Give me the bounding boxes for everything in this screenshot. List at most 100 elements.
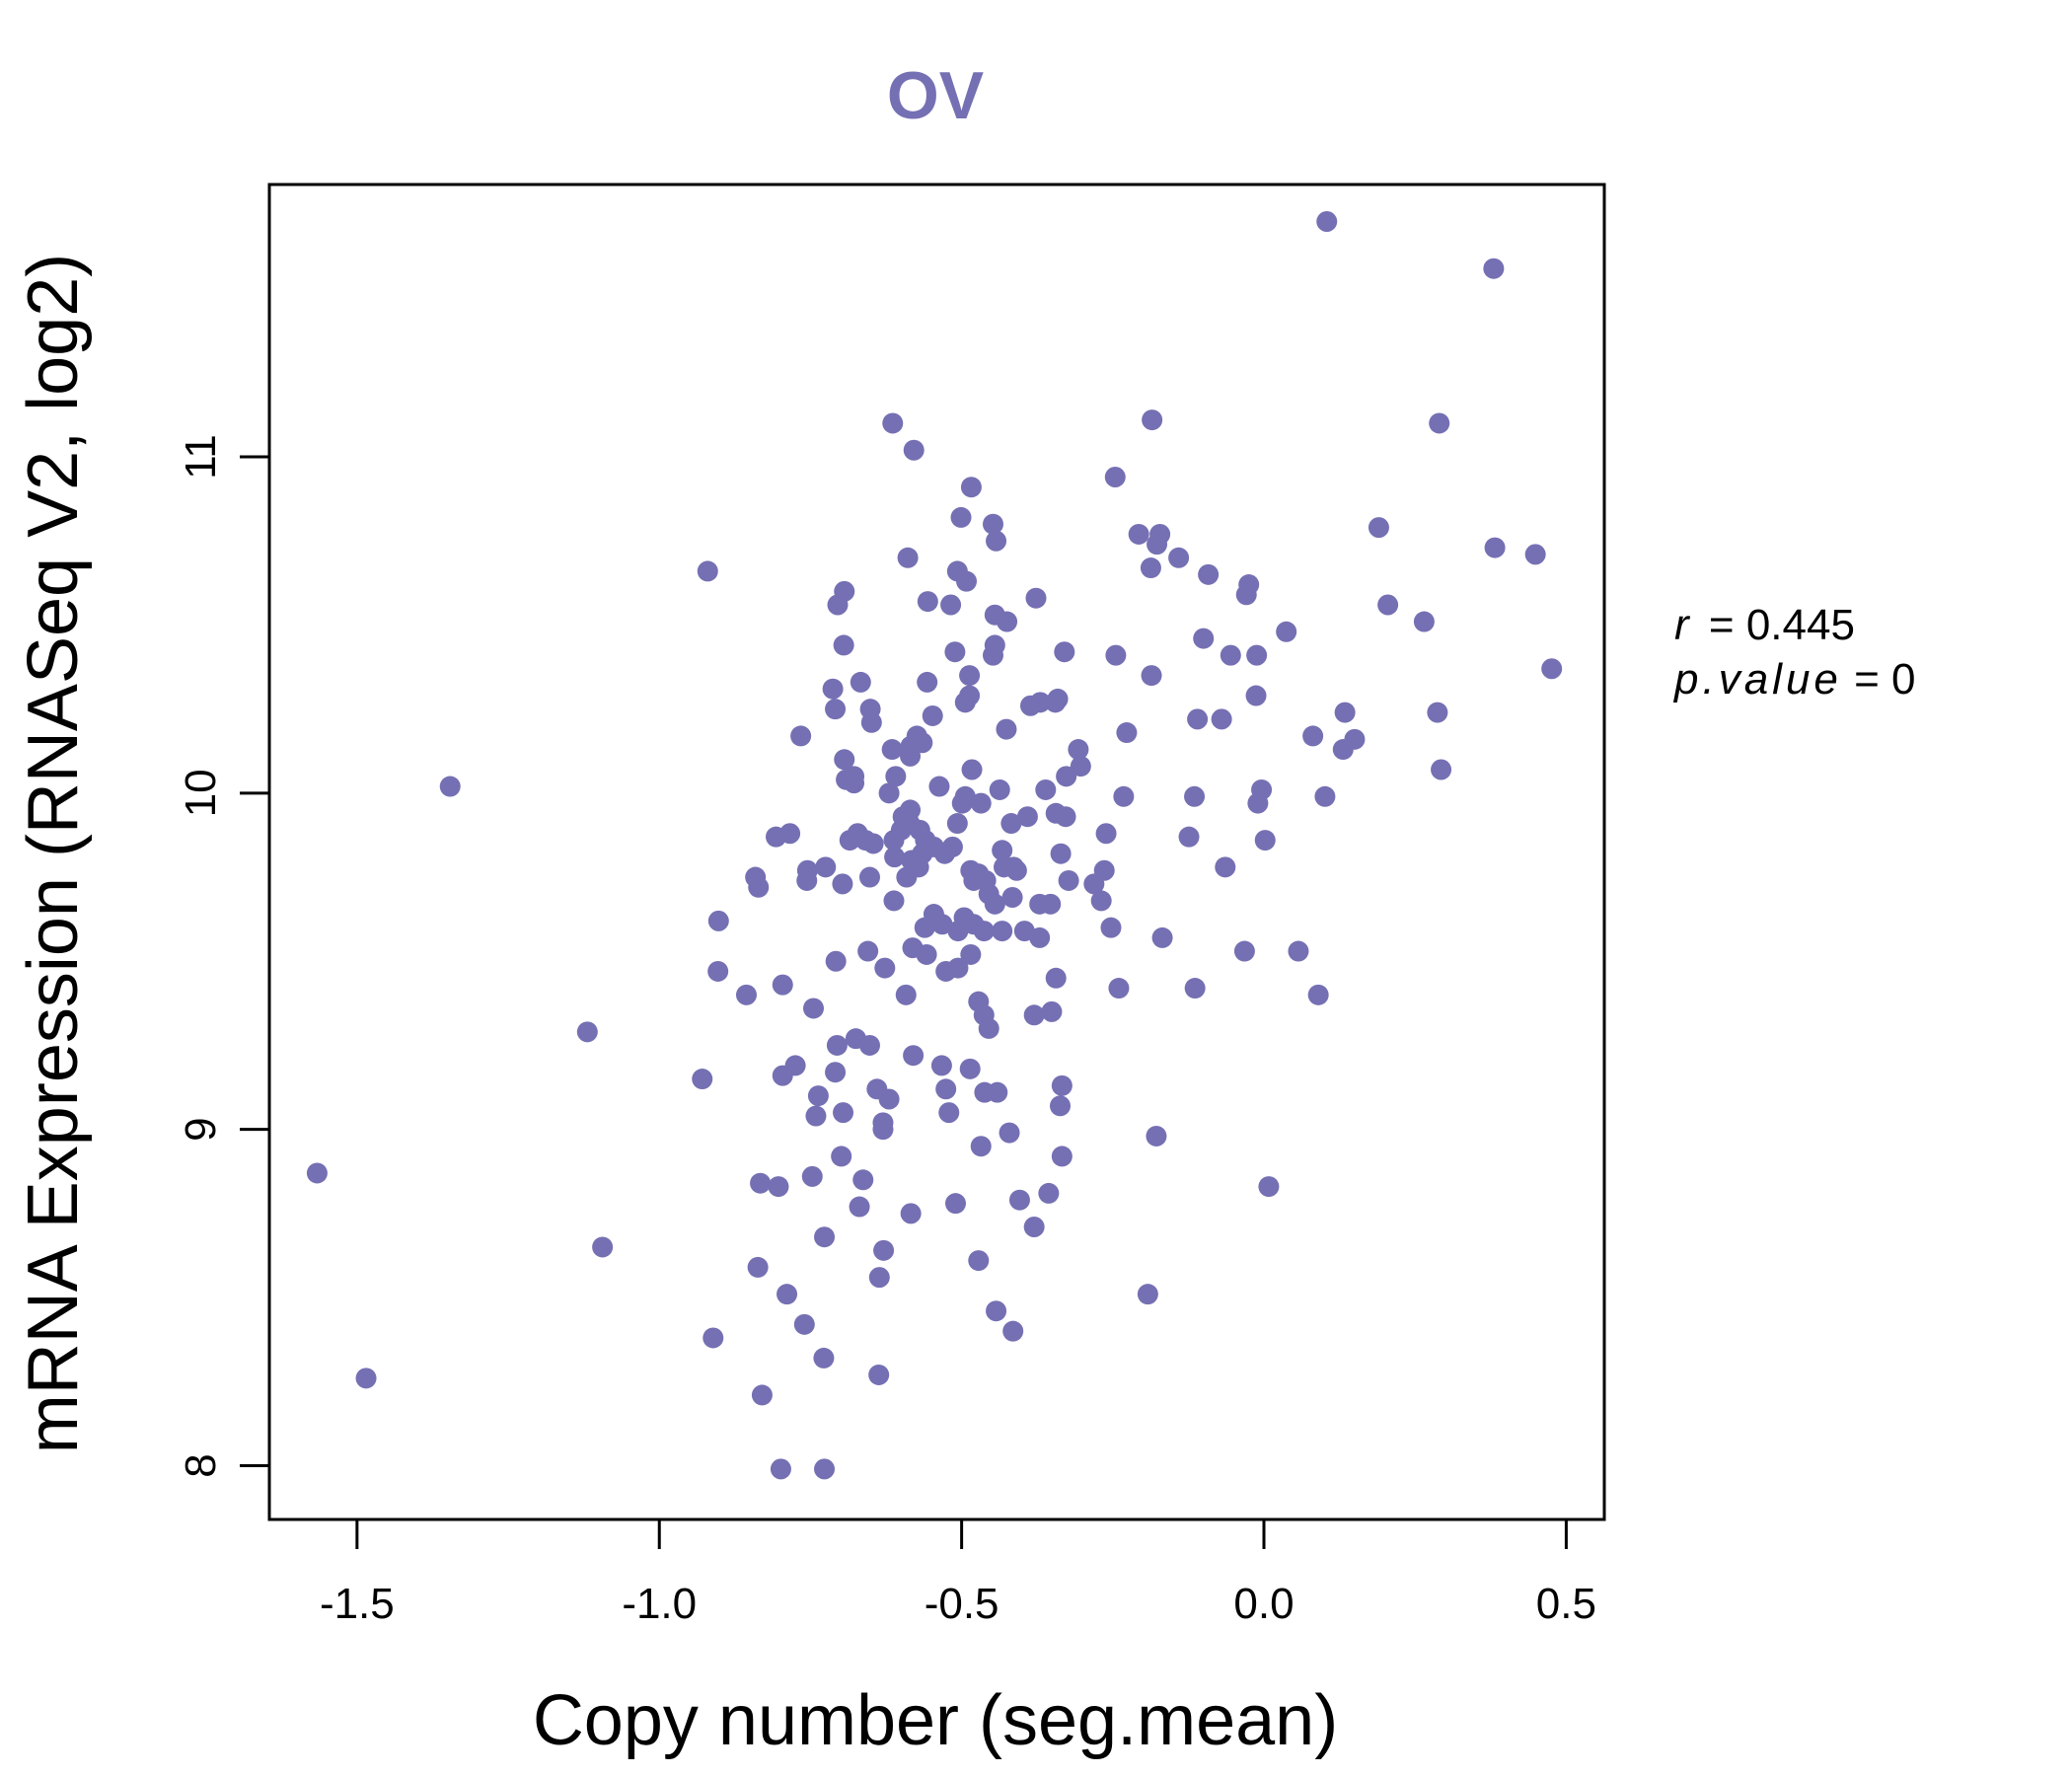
data-point: [873, 1239, 895, 1261]
data-point: [850, 671, 871, 693]
data-points: [306, 210, 1563, 1480]
y-tick-label: 9: [177, 1117, 225, 1141]
data-point: [1151, 926, 1173, 948]
data-point: [959, 1058, 981, 1079]
data-point: [1008, 1189, 1030, 1211]
data-point: [1140, 557, 1161, 579]
x-axis: -1.5 -1.0 -0.5 0.0 0.5: [320, 1519, 1596, 1628]
data-point: [833, 634, 854, 656]
data-point: [1198, 563, 1220, 585]
data-point: [900, 1203, 922, 1224]
data-point: [1146, 1125, 1167, 1147]
data-point: [772, 1065, 793, 1086]
data-point: [928, 776, 950, 797]
data-point: [790, 725, 812, 747]
data-point: [747, 1256, 769, 1278]
data-point: [982, 644, 1003, 666]
data-point: [1258, 1176, 1280, 1198]
data-point: [576, 1021, 598, 1043]
data-point: [1484, 537, 1506, 558]
data-point: [874, 957, 896, 979]
data-point: [766, 826, 787, 848]
data-point: [1334, 702, 1356, 723]
data-point: [882, 412, 904, 434]
data-point: [922, 704, 943, 726]
data-point: [750, 1172, 772, 1194]
data-point: [968, 1250, 990, 1272]
data-point: [1246, 644, 1268, 666]
data-point: [1070, 756, 1091, 777]
data-point: [1429, 412, 1450, 434]
p-statistic: p.value = 0: [1672, 655, 1916, 703]
data-point: [935, 1078, 957, 1100]
data-point: [1016, 806, 1038, 828]
data-point: [1005, 859, 1027, 881]
x-tick-label: 0.0: [1233, 1580, 1294, 1628]
data-point: [1104, 467, 1126, 488]
data-point: [931, 914, 953, 935]
data-point: [996, 718, 1017, 740]
y-axis-label: mRNA Expression (RNASeq V2, log2): [14, 254, 93, 1453]
p-value: 0: [1891, 655, 1915, 703]
data-point: [1332, 739, 1354, 761]
data-point: [858, 866, 880, 888]
data-point: [1054, 641, 1075, 663]
data-point: [807, 1085, 829, 1107]
data-point: [872, 1119, 894, 1141]
data-point: [1040, 893, 1062, 915]
data-point: [1142, 409, 1163, 431]
data-point: [940, 594, 962, 616]
data-point: [1314, 785, 1336, 807]
data-point: [814, 1458, 836, 1480]
data-point: [1168, 547, 1190, 568]
data-point: [1041, 1000, 1063, 1022]
data-point: [592, 1236, 614, 1258]
data-point: [878, 782, 900, 804]
data-point: [956, 570, 978, 592]
data-point: [1001, 887, 1023, 909]
data-point: [814, 1226, 836, 1248]
data-point: [897, 547, 919, 568]
data-point: [1368, 517, 1389, 539]
data-point: [805, 1105, 827, 1127]
data-point: [1193, 628, 1215, 649]
data-point: [1019, 695, 1041, 716]
data-point: [751, 1384, 773, 1406]
y-axis: 8 9 10 11: [177, 434, 269, 1478]
data-point: [1245, 685, 1267, 706]
data-point: [707, 910, 729, 931]
data-point: [1029, 926, 1051, 948]
data-point: [1413, 611, 1435, 632]
data-point: [1002, 1320, 1024, 1342]
r-statistic: r = 0.445: [1674, 601, 1855, 649]
data-point: [849, 1196, 870, 1218]
data-point: [770, 1458, 791, 1480]
data-point: [970, 792, 992, 814]
data-point: [827, 594, 849, 616]
data-point: [999, 1122, 1020, 1144]
data-point: [1220, 644, 1241, 666]
data-point: [1524, 544, 1546, 565]
data-point: [944, 1193, 966, 1215]
data-point: [883, 830, 905, 851]
data-point: [306, 1162, 328, 1184]
data-point: [748, 876, 770, 898]
data-point: [1187, 708, 1209, 730]
x-tick-label: -1.5: [320, 1580, 395, 1628]
data-point: [735, 984, 757, 1005]
data-point: [1045, 967, 1067, 989]
data-point: [1147, 534, 1168, 555]
data-point: [944, 641, 966, 663]
data-point: [935, 960, 957, 982]
data-point: [1137, 1284, 1158, 1305]
data-point: [796, 869, 818, 891]
data-point: [703, 1327, 724, 1349]
x-tick-label: 0.5: [1536, 1580, 1596, 1628]
x-tick-label: -0.5: [925, 1580, 999, 1628]
data-point: [825, 950, 847, 972]
r-value: 0.445: [1746, 601, 1855, 649]
data-point: [860, 711, 882, 733]
data-point: [355, 1368, 377, 1389]
data-point: [916, 943, 937, 965]
data-point: [960, 477, 982, 498]
